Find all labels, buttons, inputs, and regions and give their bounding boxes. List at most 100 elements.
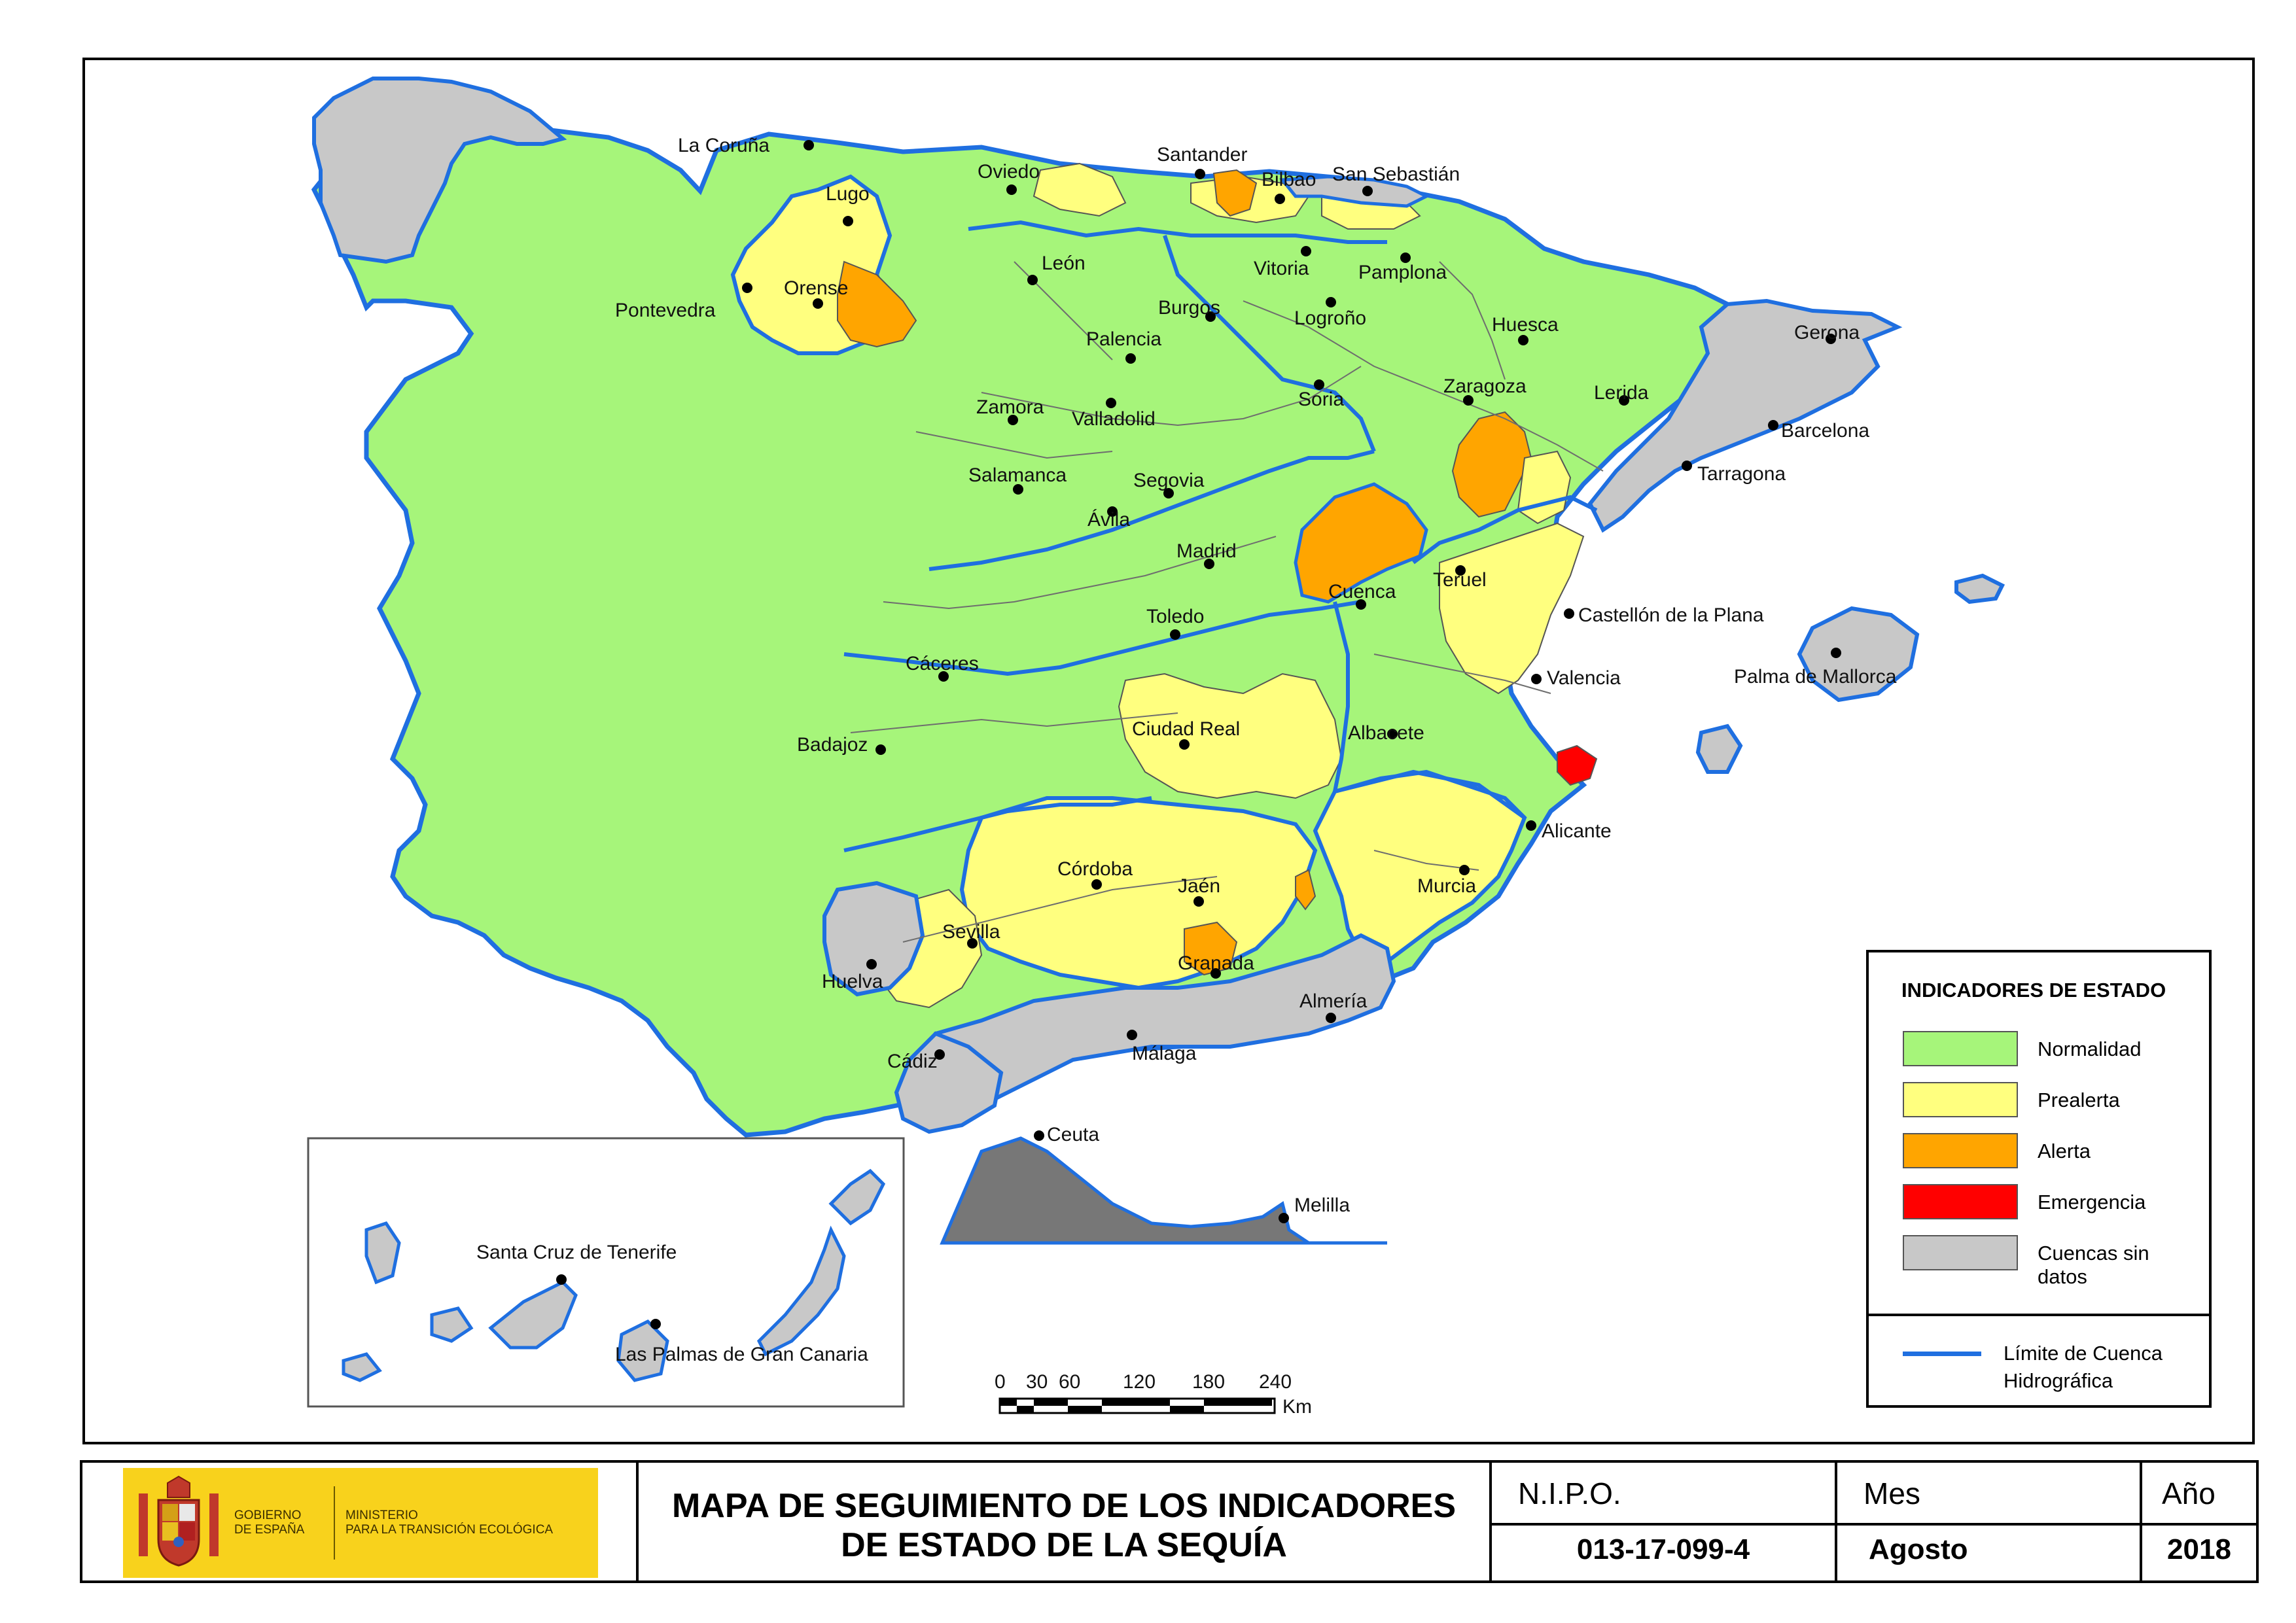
- nipo-value: 013-17-099-4: [1576, 1533, 1750, 1565]
- label-pamplona: Pamplona: [1358, 262, 1447, 283]
- island-la-palma: [364, 1221, 401, 1285]
- label-soria: Soria: [1298, 389, 1344, 410]
- logo-min-line1: MINISTERIO: [345, 1509, 418, 1522]
- jucar-emergencia-zone: [1557, 744, 1598, 786]
- legend-label-limite-line2: Hidrográfica: [2004, 1369, 2113, 1392]
- basin-boundary-guadiana-guadalquivir: [843, 796, 1152, 852]
- label-sevilla: Sevilla: [942, 921, 1000, 943]
- scale-bar: 0 30 60 120 180 240 Km: [995, 1371, 1312, 1418]
- guadiana-prealerta-zone: [1118, 672, 1343, 799]
- label-castellon: Castellón de la Plana: [1578, 604, 1764, 626]
- island-tenerife: [488, 1280, 578, 1350]
- island-lanzarote: [828, 1168, 886, 1226]
- basin-guadalete-barbate: [894, 1031, 1004, 1134]
- label-malaga: Málaga: [1132, 1043, 1197, 1064]
- basin-boundary-norte: [968, 220, 1387, 244]
- scale-tick-180: 180: [1192, 1371, 1225, 1393]
- legend-item-prealerta: Prealerta: [1903, 1082, 2191, 1119]
- basin-mediterranea-andaluza: [927, 933, 1396, 1108]
- nipo-label: N.I.P.O.: [1518, 1476, 1621, 1510]
- mes-header: Mes: [1837, 1463, 2140, 1526]
- nipo-header: N.I.P.O.: [1492, 1463, 1835, 1526]
- label-huelva: Huelva: [822, 971, 883, 992]
- label-toledo: Toledo: [1146, 606, 1204, 627]
- basin-boundary-duero-ebro: [1163, 235, 1376, 453]
- scale-tick-30: 30: [1026, 1371, 1048, 1393]
- inset-ceuta-melilla: [940, 1136, 1387, 1245]
- legend-swatch-emergencia: [1903, 1184, 2018, 1219]
- label-palencia: Palencia: [1086, 328, 1161, 350]
- legend-item-normalidad: Normalidad: [1903, 1031, 2191, 1068]
- scale-tick-120: 120: [1123, 1371, 1156, 1393]
- basin-tinto-odiel: [822, 881, 925, 997]
- footer-mes-cell: Mes Agosto: [1837, 1463, 2142, 1580]
- legend-line-limite: [1903, 1352, 1981, 1356]
- label-cuenca: Cuenca: [1328, 581, 1396, 602]
- label-huesca: Huesca: [1492, 314, 1559, 336]
- legend-label-alerta: Alerta: [2038, 1140, 2091, 1162]
- logo-gov-line1: GOBIERNO: [234, 1509, 302, 1522]
- legend-label-sin-datos: Cuencas sin datos: [2038, 1242, 2149, 1288]
- label-melilla: Melilla: [1294, 1195, 1350, 1216]
- logo-divider: [334, 1486, 335, 1560]
- island-gran-canaria: [616, 1319, 669, 1382]
- scale-tick-60: 60: [1059, 1371, 1080, 1393]
- city-dots: [556, 140, 1841, 1329]
- label-albacete: Albacete: [1348, 722, 1424, 744]
- label-cadiz: Cádiz: [887, 1051, 938, 1072]
- santander-alerta-zone: [1212, 169, 1258, 217]
- footer-title-cell: MAPA DE SEGUIMIENTO DE LOS INDICADORES D…: [639, 1463, 1492, 1580]
- label-san-sebastian: San Sebastián: [1332, 164, 1460, 185]
- island-la-gomera: [430, 1306, 474, 1343]
- legend-label-limite: Límite de Cuenca Hidrográfica: [2004, 1340, 2200, 1395]
- label-lugo: Lugo: [826, 183, 870, 205]
- label-zaragoza: Zaragoza: [1443, 375, 1527, 397]
- label-vitoria: Vitoria: [1254, 258, 1309, 279]
- label-murcia: Murcia: [1417, 875, 1476, 897]
- mes-label: Mes: [1863, 1476, 1920, 1510]
- scale-tick-0: 0: [995, 1371, 1006, 1393]
- legend-label-normalidad: Normalidad: [2038, 1038, 2142, 1060]
- label-caceres: Cáceres: [906, 653, 979, 674]
- scale-tick-240: 240: [1259, 1371, 1292, 1393]
- logo-gobierno-text: GOBIERNO DE ESPAÑA: [234, 1509, 304, 1537]
- legend-label-emergencia: Emergencia: [2038, 1191, 2146, 1213]
- label-jaen: Jaén: [1178, 875, 1220, 897]
- label-almeria: Almería: [1299, 990, 1368, 1012]
- footer-logo-cell: GOBIERNO DE ESPAÑA MINISTERIO PARA LA TR…: [82, 1463, 639, 1580]
- legend-swatch-normalidad: [1903, 1031, 2018, 1066]
- legend-swatch-sin-datos: [1903, 1235, 2018, 1270]
- jaen-alerta-zone: [1295, 869, 1316, 911]
- logo-ministerio-text: MINISTERIO PARA LA TRANSICIÓN ECOLÓGICA: [345, 1509, 553, 1537]
- legend-item-emergencia: Emergencia: [1903, 1184, 2191, 1221]
- label-santander: Santander: [1157, 144, 1247, 166]
- label-santa-cruz: Santa Cruz de Tenerife: [476, 1242, 677, 1263]
- legend: INDICADORES DE ESTADO Normalidad Prealer…: [1866, 950, 2212, 1408]
- orense-alerta-zone: [837, 260, 917, 348]
- ano-value: 2018: [2167, 1533, 2231, 1565]
- label-madrid: Madrid: [1176, 540, 1237, 562]
- label-alicante: Alicante: [1542, 820, 1612, 842]
- footer-nipo-cell: N.I.P.O. 013-17-099-4: [1492, 1463, 1837, 1580]
- label-orense: Orense: [784, 277, 848, 299]
- legend-label-limite-line1: Límite de Cuenca: [2004, 1342, 2163, 1365]
- island-fuerteventura: [756, 1225, 846, 1357]
- label-lerida: Lerida: [1594, 382, 1649, 404]
- island-el-hierro: [342, 1352, 382, 1382]
- label-valladolid: Valladolid: [1072, 408, 1156, 430]
- label-ceuta: Ceuta: [1047, 1124, 1099, 1145]
- tajo-alerta-zone: [1294, 482, 1428, 604]
- logo-gov-line2: DE ESPAÑA: [234, 1523, 305, 1537]
- map-title: MAPA DE SEGUIMIENTO DE LOS INDICADORES D…: [639, 1486, 1489, 1565]
- cantabrico-prealerta-west: [1033, 162, 1127, 217]
- basin-boundary-tajo-guadiana: [843, 600, 1362, 676]
- legend-label-prealerta: Prealerta: [2038, 1089, 2120, 1111]
- coat-of-arms-icon: [139, 1475, 219, 1567]
- label-tarragona: Tarragona: [1697, 463, 1786, 485]
- pais-vasco-grey: [1279, 175, 1430, 208]
- legend-item-alerta: Alerta: [1903, 1133, 2191, 1170]
- ministry-logo: GOBIERNO DE ESPAÑA MINISTERIO PARA LA TR…: [123, 1468, 598, 1578]
- label-bilbao: Bilbao: [1262, 169, 1316, 190]
- label-granada: Granada: [1178, 952, 1254, 974]
